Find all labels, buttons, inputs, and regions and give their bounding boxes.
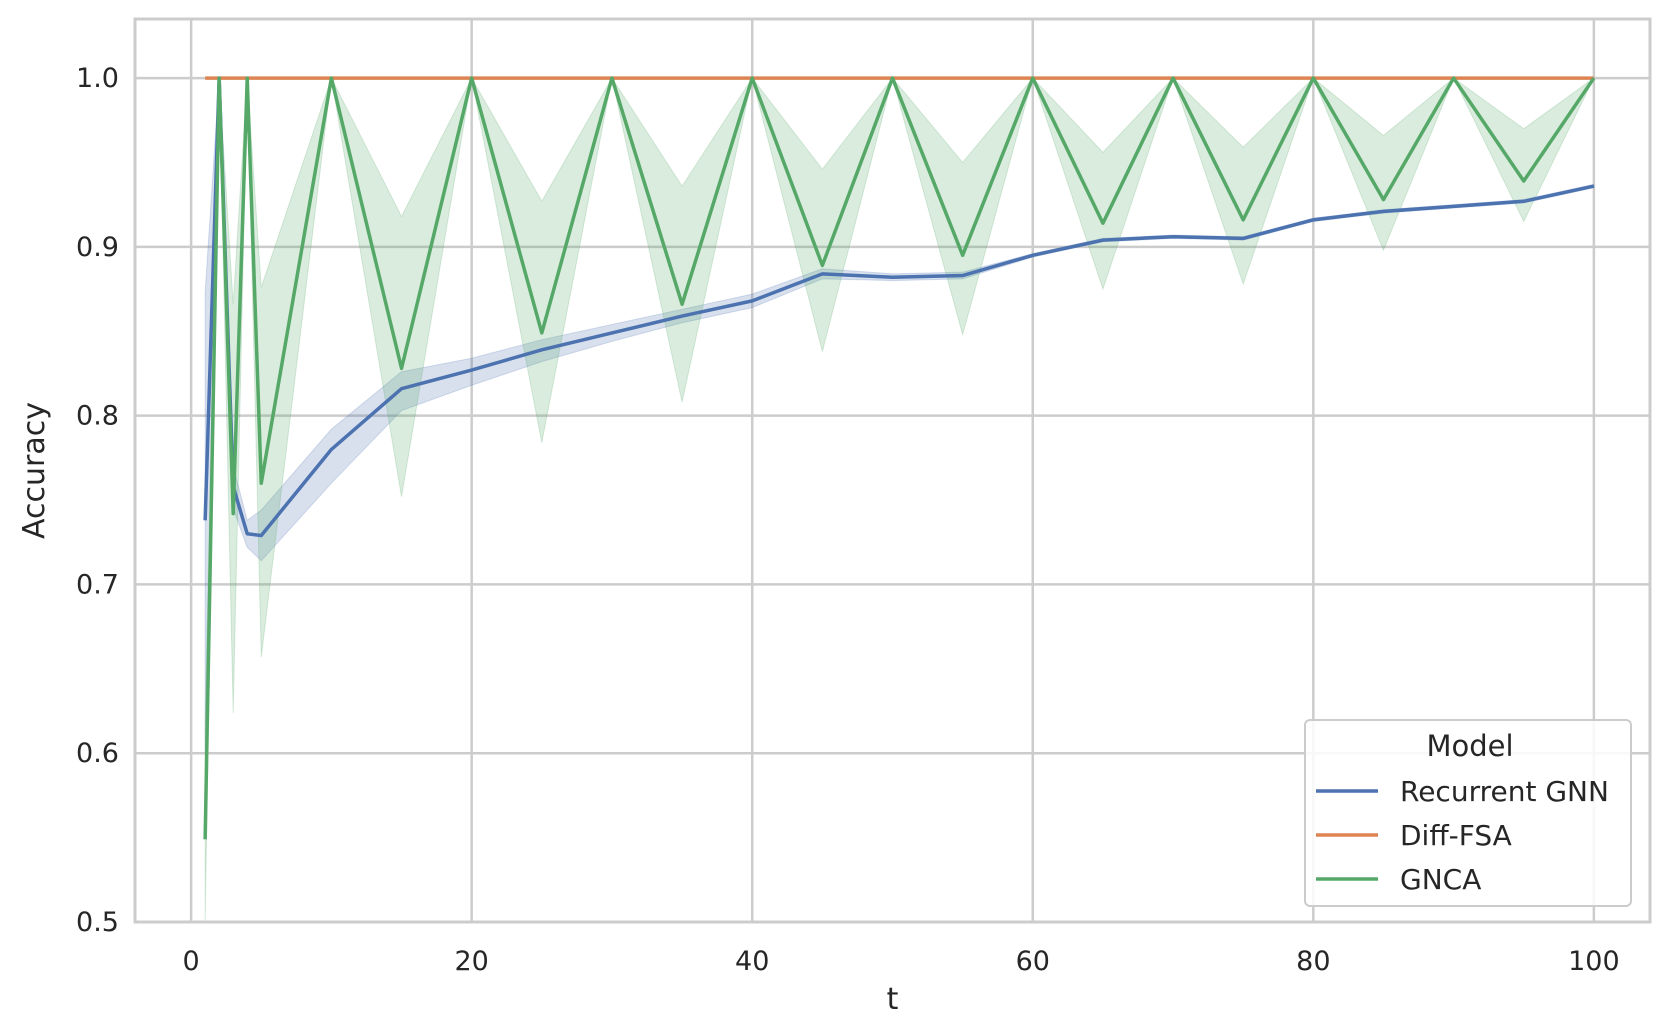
x-tick-label: 20: [454, 946, 488, 977]
y-tick-label: 0.7: [76, 569, 119, 600]
legend-label: GNCA: [1400, 863, 1481, 896]
y-axis-label: Accuracy: [17, 402, 52, 539]
series-line: [203, 76, 1596, 840]
x-axis-label: t: [887, 982, 899, 1017]
series-line: [203, 76, 1595, 538]
x-tick-label: 40: [735, 946, 769, 977]
plot-frame: [133, 17, 1652, 924]
legend-label: Diff-FSA: [1400, 819, 1512, 852]
x-tick-label: 80: [1296, 946, 1330, 977]
y-tick-label: 0.6: [76, 738, 119, 769]
x-tick-label: 0: [183, 946, 200, 977]
legend-label: Recurrent GNN: [1400, 775, 1609, 808]
series-lines: [203, 76, 1596, 840]
y-tick-label: 0.5: [76, 907, 119, 938]
legend-box: [1304, 719, 1632, 907]
legend-items: Recurrent GNN Diff-FSA GNCA: [1316, 775, 1609, 896]
legend: Model Recurrent GNN Diff-FSA GNCA: [1304, 719, 1632, 907]
y-ticks: 0.5 0.6 0.7 0.8 0.9 1.0: [76, 63, 119, 938]
y-tick-label: 0.8: [76, 401, 119, 432]
x-tick-label: 60: [1016, 946, 1050, 977]
y-tick-label: 0.9: [76, 232, 119, 263]
legend-title: Model: [1426, 729, 1513, 763]
x-tick-label: 100: [1568, 946, 1620, 977]
y-tick-label: 1.0: [76, 63, 119, 94]
x-ticks: 0 20 40 60 80 100: [183, 946, 1620, 977]
